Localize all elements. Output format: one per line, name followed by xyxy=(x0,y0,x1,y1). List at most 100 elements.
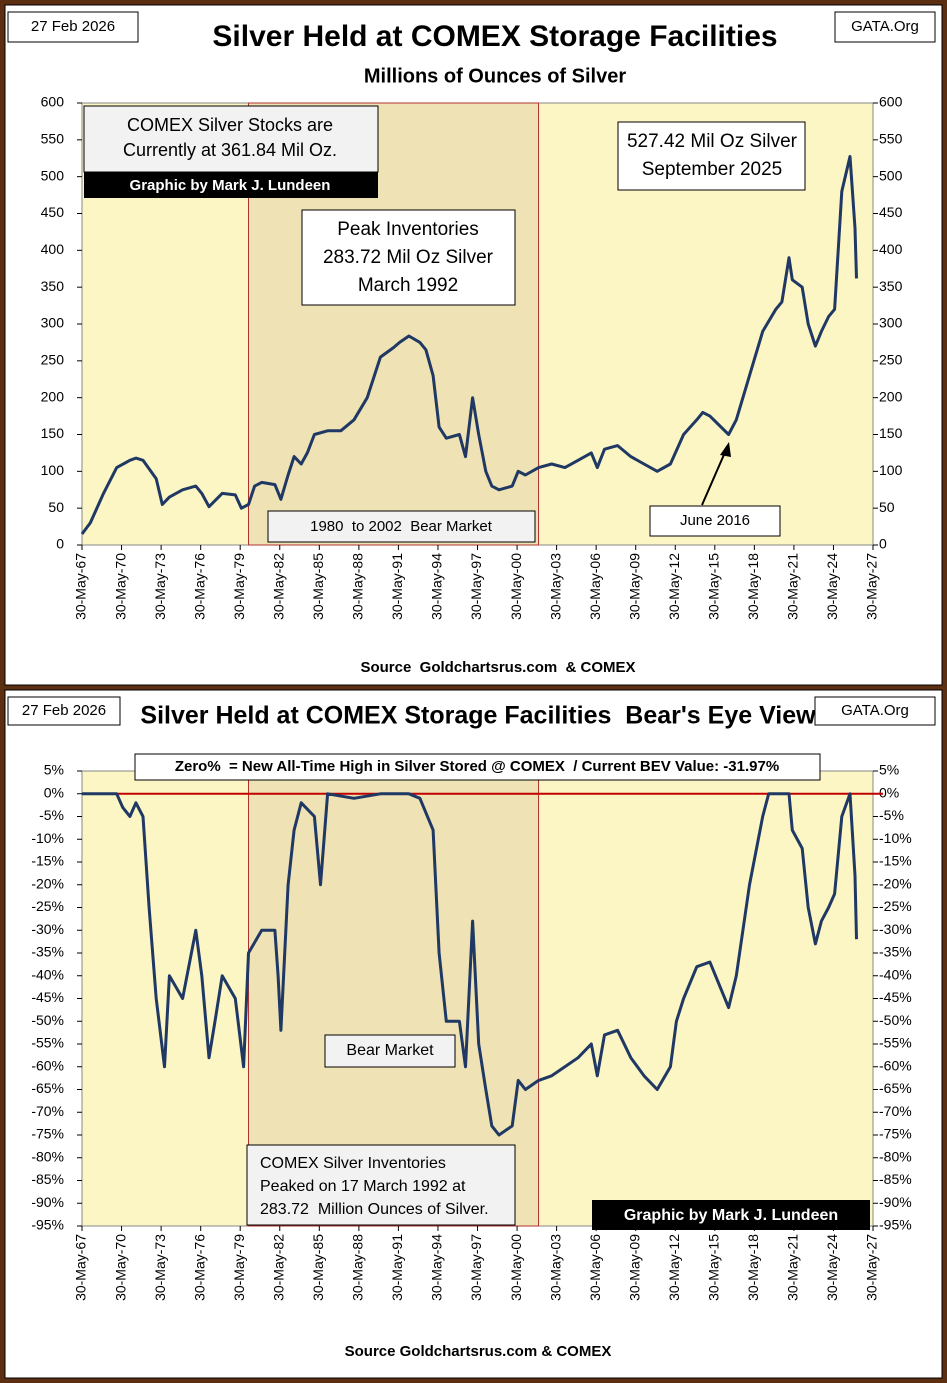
y-tick-label: -75% xyxy=(879,1126,912,1142)
y-tick-label: -5% xyxy=(39,807,64,823)
y-tick-label: 0% xyxy=(879,784,899,800)
site-box xyxy=(834,11,936,43)
x-tick-label: 30-May-97 xyxy=(468,1234,484,1301)
annotation: June 2016 xyxy=(680,512,750,529)
annotation-box xyxy=(649,505,781,537)
x-tick-label: 30-May-70 xyxy=(112,553,128,620)
y-tick-label: 500 xyxy=(879,167,903,183)
y-tick-label: -90% xyxy=(31,1194,64,1210)
y-tick-label: -80% xyxy=(879,1148,912,1164)
y-tick-label: -45% xyxy=(31,989,64,1005)
annotation-box xyxy=(246,1144,516,1226)
date-box xyxy=(7,11,139,43)
y-tick-label: -50% xyxy=(31,1012,64,1028)
y-tick-label: -30% xyxy=(879,921,912,937)
chart-title: Silver Held at COMEX Storage Facilities … xyxy=(140,702,816,730)
annotation: 527.42 Mil Oz Silver xyxy=(627,131,798,152)
y-tick-label: 350 xyxy=(879,278,903,294)
y-tick-label: -5% xyxy=(879,807,904,823)
x-tick-label: 30-May-67 xyxy=(73,553,89,620)
y-tick-label: 300 xyxy=(879,315,903,331)
x-tick-label: 30-May-94 xyxy=(429,1234,445,1301)
annotation: Currently at 361.84 Mil Oz. xyxy=(123,140,337,160)
y-tick-label: 550 xyxy=(879,131,903,147)
x-tick-label: 30-May-27 xyxy=(864,553,880,620)
y-tick-label: 600 xyxy=(879,94,903,110)
y-tick-label: -40% xyxy=(879,966,912,982)
y-tick-label: 5% xyxy=(44,762,64,778)
x-tick-label: 30-May-12 xyxy=(666,1234,682,1301)
y-tick-label: 50 xyxy=(879,499,895,515)
x-tick-label: 30-May-79 xyxy=(231,1234,247,1301)
y-tick-label: -35% xyxy=(879,944,912,960)
annotation: 283.72 Million Ounces of Silver. xyxy=(260,1201,489,1218)
x-tick-label: 30-May-85 xyxy=(310,553,326,620)
x-tick-label: 30-May-18 xyxy=(745,553,761,620)
y-tick-label: -85% xyxy=(879,1171,912,1187)
x-tick-label: 30-May-27 xyxy=(864,1234,880,1301)
annotation-box xyxy=(83,105,379,173)
y-tick-label: 0 xyxy=(879,536,887,552)
x-tick-label: 30-May-73 xyxy=(152,553,168,620)
x-tick-label: 30-May-15 xyxy=(706,553,722,620)
y-tick-label: -70% xyxy=(31,1103,64,1119)
x-tick-label: 30-May-85 xyxy=(310,1234,326,1301)
source: Source Goldchartsrus.com & COMEX xyxy=(345,1343,612,1360)
x-tick-label: 30-May-12 xyxy=(666,553,682,620)
x-tick-label: 30-May-67 xyxy=(73,1234,89,1301)
y-tick-label: -70% xyxy=(879,1103,912,1119)
y-tick-label: -75% xyxy=(31,1126,64,1142)
annotation: COMEX Silver Inventories xyxy=(260,1155,446,1172)
y-tick-label: 400 xyxy=(41,241,65,257)
y-tick-label: 150 xyxy=(879,425,903,441)
annotation-box xyxy=(617,121,806,191)
annotation: 1980 to 2002 Bear Market xyxy=(310,518,493,535)
annotation: September 2025 xyxy=(642,159,783,180)
annotation: Peak Inventories xyxy=(337,219,479,240)
y-tick-label: 100 xyxy=(879,462,903,478)
y-tick-label: 450 xyxy=(41,204,65,220)
date-box xyxy=(7,696,121,726)
y-tick-label: 250 xyxy=(879,352,903,368)
x-tick-label: 30-May-00 xyxy=(508,1234,524,1301)
y-tick-label: 350 xyxy=(41,278,65,294)
annotation: March 1992 xyxy=(358,275,458,296)
x-tick-label: 30-May-70 xyxy=(112,1234,128,1301)
annotation-box xyxy=(301,209,516,306)
line xyxy=(80,155,858,535)
y-tick-label: 150 xyxy=(41,425,65,441)
y-tick-label: 0 xyxy=(56,536,64,552)
annotation-box xyxy=(324,1034,456,1068)
annotations: COMEX Silver Stocks are Currently at 361… xyxy=(83,105,870,1230)
x-tick-label: 30-May-21 xyxy=(785,1234,801,1301)
source: Source Goldchartsrus.com & COMEX xyxy=(360,659,635,676)
y-tick-label: 600 xyxy=(41,94,65,110)
y-tick-label: -45% xyxy=(879,989,912,1005)
arrow xyxy=(701,449,727,506)
credit-bar xyxy=(84,172,378,198)
y-tick-label: -20% xyxy=(879,875,912,891)
y-tick-label: 400 xyxy=(879,241,903,257)
y-tick-label: -35% xyxy=(31,944,64,960)
annotation: Peaked on 17 March 1992 at xyxy=(260,1178,466,1195)
x-tick-label: 30-May-15 xyxy=(706,1234,722,1301)
y-tick-label: -20% xyxy=(31,875,64,891)
y-tick-label: -30% xyxy=(31,921,64,937)
date-stamp: 27 Feb 2026 xyxy=(31,18,115,35)
line xyxy=(82,792,858,1137)
x-tick-label: 30-May-03 xyxy=(547,1234,563,1301)
y-tick-label: -15% xyxy=(31,853,64,869)
y-tick-label: -60% xyxy=(31,1057,64,1073)
x-tick-label: 30-May-24 xyxy=(824,553,840,620)
x-tick-label: 30-May-09 xyxy=(626,1234,642,1301)
x-tick-label: 30-May-91 xyxy=(389,1234,405,1301)
annotation: COMEX Silver Stocks are xyxy=(127,115,333,135)
y-tick-label: 50 xyxy=(48,499,64,515)
y-tick-label: -25% xyxy=(31,898,64,914)
y-tick-label: 250 xyxy=(41,352,65,368)
credit: Graphic by Mark J. Lundeen xyxy=(624,1207,838,1224)
y-tick-label: -25% xyxy=(879,898,912,914)
y-tick-label: -60% xyxy=(879,1057,912,1073)
y-tick-label: 200 xyxy=(879,388,903,404)
